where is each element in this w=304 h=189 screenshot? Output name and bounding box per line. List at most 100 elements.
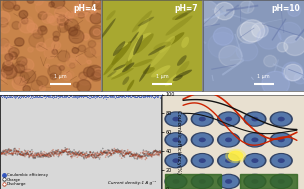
Point <box>144 154 149 157</box>
Ellipse shape <box>103 57 119 75</box>
Point <box>136 95 141 98</box>
Point <box>136 155 140 158</box>
Circle shape <box>217 174 240 189</box>
Point <box>123 95 128 98</box>
Point <box>149 154 154 157</box>
Circle shape <box>189 0 219 27</box>
Text: 1 μm: 1 μm <box>156 74 168 79</box>
Point <box>90 155 95 158</box>
Point <box>19 151 24 154</box>
Circle shape <box>73 82 79 88</box>
Ellipse shape <box>111 65 126 77</box>
Point <box>112 147 117 150</box>
Point <box>52 94 57 97</box>
Point <box>63 146 68 149</box>
Point <box>155 96 160 99</box>
Point <box>113 95 118 98</box>
Circle shape <box>76 55 87 64</box>
Point <box>64 150 68 153</box>
Point <box>36 151 41 154</box>
Point <box>126 152 130 155</box>
Point <box>99 96 104 99</box>
Point <box>134 153 139 156</box>
Point <box>152 95 157 98</box>
Ellipse shape <box>159 36 175 53</box>
Point <box>134 94 139 98</box>
Point <box>50 95 54 98</box>
Point <box>49 96 54 99</box>
Point <box>155 153 160 156</box>
Point <box>68 153 73 156</box>
Point <box>32 152 37 155</box>
Point <box>117 95 122 98</box>
Point <box>59 151 64 154</box>
Point <box>47 154 52 157</box>
Point <box>53 95 58 98</box>
Point <box>151 151 156 154</box>
Point <box>32 154 37 157</box>
Point <box>124 153 129 156</box>
Point <box>33 154 37 157</box>
Point <box>50 153 55 156</box>
Circle shape <box>36 42 46 51</box>
Circle shape <box>217 132 240 148</box>
Point <box>154 151 159 154</box>
Circle shape <box>9 46 14 51</box>
Point <box>147 154 152 157</box>
Point <box>106 152 111 155</box>
Point <box>85 94 89 97</box>
Point <box>63 150 68 153</box>
Point <box>123 149 127 153</box>
Point <box>153 149 158 152</box>
Point <box>46 94 51 97</box>
Point <box>158 151 163 154</box>
Point <box>3 149 8 152</box>
Point <box>87 150 92 153</box>
Point <box>5 151 10 154</box>
Point <box>61 94 66 98</box>
Point <box>70 154 74 157</box>
Point <box>4 154 9 157</box>
Ellipse shape <box>106 10 116 20</box>
Point <box>85 95 90 98</box>
Point <box>118 154 123 157</box>
Point <box>103 96 108 99</box>
Point <box>0 152 5 155</box>
Circle shape <box>91 72 101 81</box>
Ellipse shape <box>135 33 154 53</box>
Point <box>104 151 109 154</box>
Point <box>37 155 42 158</box>
Circle shape <box>172 158 179 163</box>
Point <box>115 150 120 153</box>
Point <box>141 95 146 98</box>
Point <box>103 156 108 159</box>
Circle shape <box>199 117 206 121</box>
Point <box>158 150 163 153</box>
Circle shape <box>251 138 258 142</box>
Point <box>114 148 119 151</box>
Point <box>152 154 157 157</box>
Point <box>151 95 156 98</box>
Point <box>129 96 134 99</box>
Point <box>3 95 8 98</box>
Point <box>94 152 99 155</box>
Point <box>56 148 61 151</box>
Point <box>139 155 144 158</box>
Point <box>131 153 136 156</box>
Point <box>139 155 143 158</box>
Point <box>83 153 88 156</box>
Point <box>10 152 15 155</box>
Circle shape <box>92 0 105 9</box>
Point <box>86 95 91 98</box>
Point <box>117 150 122 153</box>
Point <box>116 150 121 153</box>
Point <box>111 151 116 154</box>
Point <box>5 150 10 153</box>
Circle shape <box>62 72 72 80</box>
Circle shape <box>40 86 46 91</box>
Point <box>150 95 155 98</box>
Point <box>51 96 56 99</box>
Point <box>145 152 150 155</box>
Point <box>85 156 90 159</box>
Point <box>150 94 154 97</box>
